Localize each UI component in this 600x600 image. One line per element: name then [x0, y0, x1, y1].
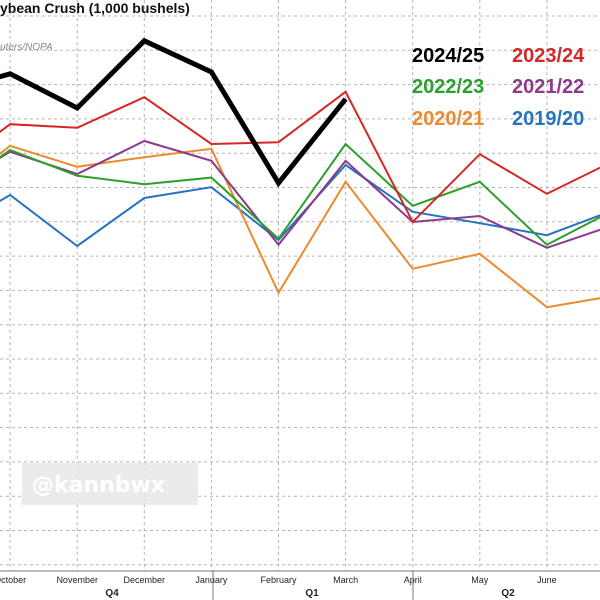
x-tick-label: October [0, 575, 26, 585]
legend-entry-2024-25: 2024/25 [412, 45, 484, 67]
gridlines [0, 0, 600, 571]
x-tick-label: December [124, 575, 166, 585]
source-note: uters/NOPA [0, 42, 53, 53]
series-lines [0, 37, 600, 309]
watermark-text: @kannbwx [32, 473, 165, 498]
x-tick-label: January [195, 575, 228, 585]
quarter-label: Q1 [305, 588, 319, 599]
quarter-label: Q2 [501, 588, 515, 599]
x-axis: October November December January February Ma… [0, 570, 600, 600]
x-tick-label: February [260, 575, 297, 585]
legend-entry-2022-23: 2022/23 [412, 76, 484, 98]
legend-entry-2019-20: 2019/20 [512, 108, 584, 130]
series-line-2023-24 [0, 90, 600, 224]
x-tick-label: May [471, 575, 489, 585]
x-tick-label: June [537, 575, 557, 585]
series-line-2024-25 [0, 37, 348, 188]
series-line-2020-21 [0, 144, 600, 309]
chart-title: ybean Crush (1,000 bushels) [0, 0, 190, 16]
legend-entry-2023-24: 2023/24 [512, 45, 585, 67]
x-tick-label: November [56, 575, 98, 585]
quarter-label: Q4 [105, 588, 119, 599]
series-line-2022-23 [0, 142, 600, 247]
legend-entry-2020-21: 2020/21 [412, 108, 484, 130]
legend: 2024/25 2023/24 2022/23 2021/22 2020/21 2019/… [412, 45, 585, 130]
watermark: @kannbwx [22, 463, 198, 505]
watermark-box [22, 463, 198, 505]
x-tick-label: March [333, 575, 358, 585]
legend-entry-2021-22: 2021/22 [512, 76, 584, 98]
